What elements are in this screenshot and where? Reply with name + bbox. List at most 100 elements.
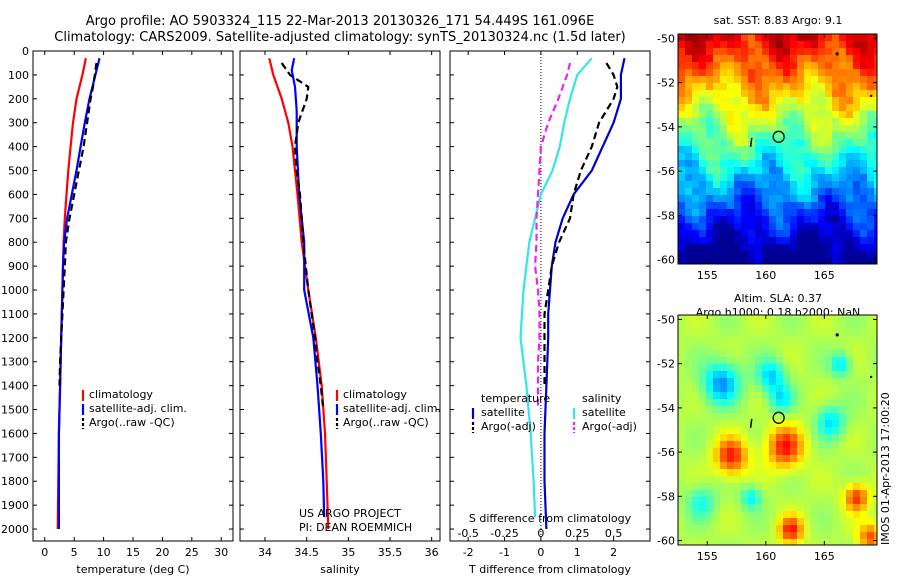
map-cell (874, 125, 878, 133)
map-cell (860, 83, 868, 91)
map-cell (678, 237, 686, 245)
map-cell (734, 343, 742, 351)
map-cell (818, 111, 826, 119)
map-cell (769, 518, 777, 526)
map-cell (783, 216, 791, 224)
map-cell (818, 511, 826, 519)
map-cell (853, 104, 861, 112)
map-cell (825, 216, 833, 224)
map-cell (769, 181, 777, 189)
map-cell (713, 251, 721, 259)
map-cell (762, 41, 770, 49)
map-cell (720, 490, 728, 498)
map-cell (692, 336, 700, 344)
map-cell (867, 62, 875, 70)
map-cell (867, 69, 875, 77)
map-cell (839, 532, 847, 540)
map-cell (713, 167, 721, 175)
map-cell (867, 525, 875, 533)
map-cell (685, 462, 693, 470)
map-cell (727, 132, 735, 140)
map-cell (846, 209, 854, 217)
map-cell (846, 357, 854, 365)
map-cell (860, 511, 868, 519)
map-cell (720, 455, 728, 463)
map-cell (846, 153, 854, 161)
map-cell (783, 55, 791, 63)
map-cell (727, 455, 735, 463)
map-cell (769, 525, 777, 533)
map-cell (790, 34, 798, 42)
map-cell (755, 69, 763, 77)
map-cell (755, 104, 763, 112)
map-cell (797, 385, 805, 393)
map-cell (874, 76, 878, 84)
map-cell (699, 532, 707, 540)
map-cell (762, 160, 770, 168)
map-cell (783, 497, 791, 505)
map-cell (860, 462, 868, 470)
map-cell (867, 483, 875, 491)
map-cell (720, 497, 728, 505)
map-cell (699, 69, 707, 77)
map-cell (860, 104, 868, 112)
map-cell (734, 441, 742, 449)
map-cell (720, 462, 728, 470)
map-cell (685, 539, 693, 546)
map-cell (832, 343, 840, 351)
map-cell (734, 244, 742, 252)
map-cell (804, 55, 812, 63)
map-cell (734, 413, 742, 421)
map-cell (776, 223, 784, 231)
map-cell (776, 378, 784, 386)
map-cell (755, 153, 763, 161)
map-cell (678, 462, 686, 470)
map-cell (818, 48, 826, 56)
map-cell (678, 230, 686, 238)
map-cell (713, 48, 721, 56)
map-cell (685, 378, 693, 386)
map-cell (811, 251, 819, 259)
map-cell (685, 441, 693, 449)
map-cell (790, 125, 798, 133)
map-cell (846, 392, 854, 400)
map-cell (825, 111, 833, 119)
map-cell (790, 462, 798, 470)
map-cell (755, 350, 763, 358)
map-cell (860, 181, 868, 189)
map-cell (699, 209, 707, 217)
map-cell (783, 392, 791, 400)
map-cell (769, 104, 777, 112)
map-cell (790, 455, 798, 463)
map-cell (811, 539, 819, 546)
map-cell (832, 378, 840, 386)
map-cell (776, 476, 784, 484)
map-cell (860, 195, 868, 203)
map-cell (853, 329, 861, 337)
map-cell (797, 497, 805, 505)
map-cell (818, 483, 826, 491)
map-cell (769, 139, 777, 147)
map-cell (720, 83, 728, 91)
map-cell (685, 511, 693, 519)
map-cell (839, 118, 847, 126)
map-cell (727, 476, 735, 484)
map-cell (769, 364, 777, 372)
map-cell (846, 104, 854, 112)
map-cell (685, 413, 693, 421)
map-cell (720, 532, 728, 540)
map-cell (748, 62, 756, 70)
map-cell (699, 167, 707, 175)
map-cell (678, 258, 686, 265)
map-cell (769, 244, 777, 252)
map-cell (720, 441, 728, 449)
map-cell (867, 181, 875, 189)
map-cell (832, 251, 840, 259)
map-cell (692, 357, 700, 365)
map-cell (776, 392, 784, 400)
map-cell (853, 76, 861, 84)
map-cell (825, 462, 833, 470)
map-cell (776, 357, 784, 365)
diff-line-salinity-satellite (519, 57, 593, 518)
map-cell (860, 448, 868, 456)
